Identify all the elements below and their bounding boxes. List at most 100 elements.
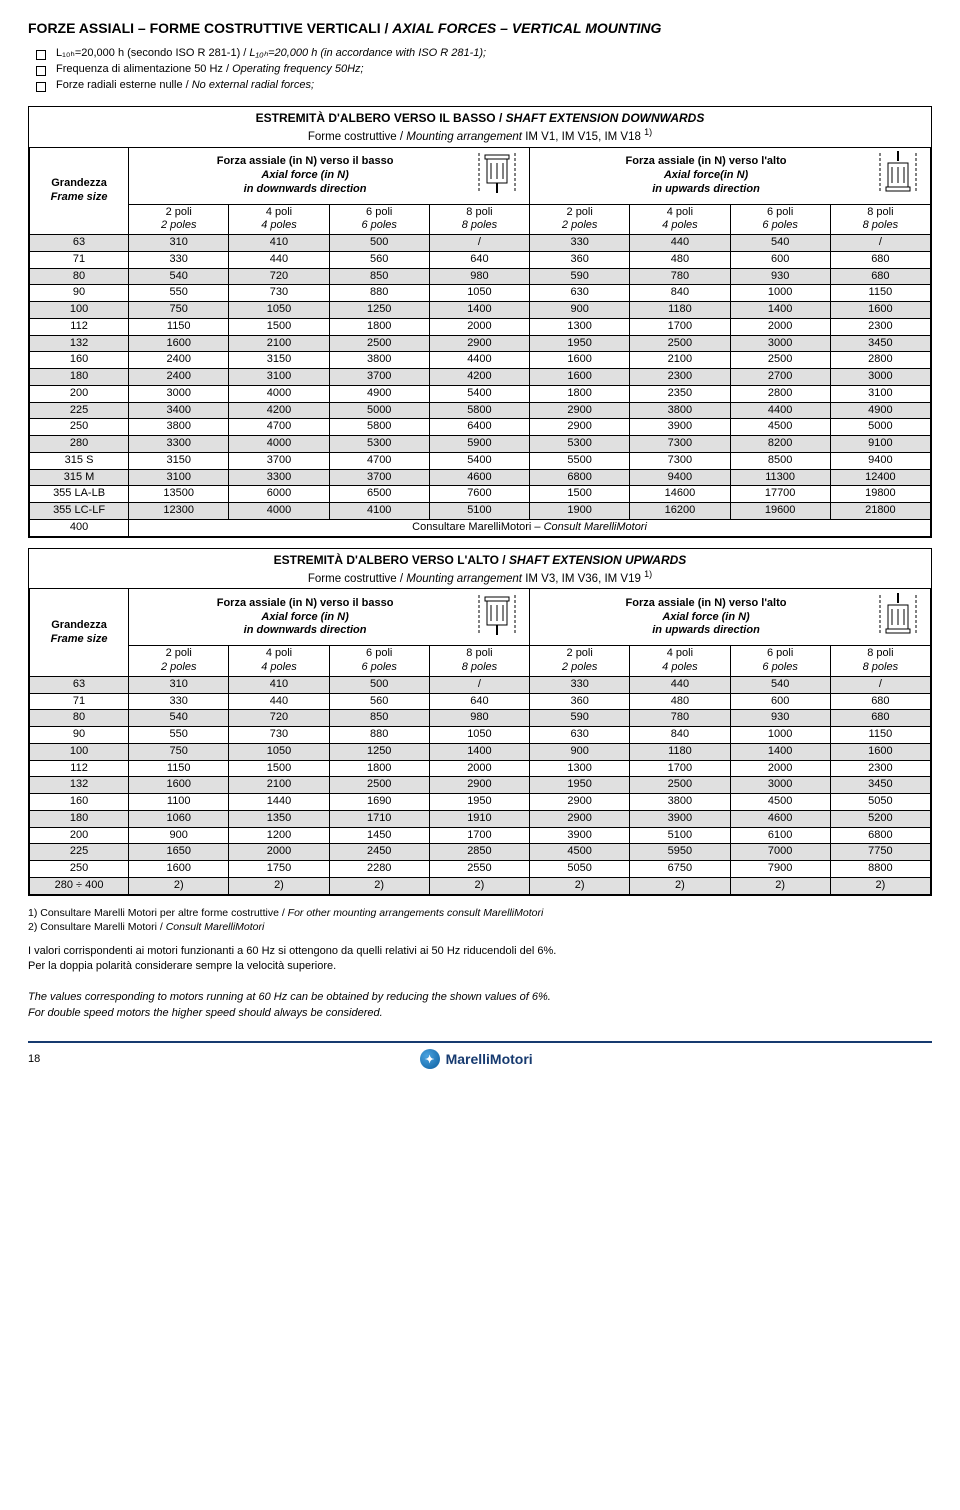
value-cell: 4600 (730, 810, 830, 827)
value-cell: 2900 (530, 810, 630, 827)
value-cell: 7900 (730, 861, 830, 878)
value-cell: 4700 (329, 452, 429, 469)
value-cell: 7750 (830, 844, 930, 861)
value-cell: 5900 (429, 436, 529, 453)
value-cell: 2900 (530, 794, 630, 811)
table-row: 28033004000530059005300730082009100 (30, 436, 931, 453)
value-cell: 12400 (830, 469, 930, 486)
value-cell: 1600 (129, 335, 229, 352)
value-cell: 1910 (429, 810, 529, 827)
value-cell: 7600 (429, 486, 529, 503)
value-cell: 680 (830, 710, 930, 727)
value-cell: 2700 (730, 369, 830, 386)
frame-size-cell: 180 (30, 369, 129, 386)
frame-size-label-it: Grandezza (32, 177, 126, 191)
value-cell: 550 (129, 727, 229, 744)
value-cell: 3150 (129, 452, 229, 469)
value-cell: 2100 (229, 335, 329, 352)
table-row: 18024003100370042001600230027003000 (30, 369, 931, 386)
pole-header: 4 poli4 poles (229, 204, 329, 235)
value-cell: 1300 (530, 318, 630, 335)
value-cell: 1800 (530, 385, 630, 402)
value-cell: 6800 (530, 469, 630, 486)
value-cell: 540 (129, 710, 229, 727)
section2-sub: Forme costruttive / Mounting arrangement… (29, 567, 931, 589)
value-cell: 930 (730, 710, 830, 727)
value-cell: 1690 (329, 794, 429, 811)
frame-size-cell: 90 (30, 285, 129, 302)
page-footer: 18 ✦ MarelliMotori (28, 1041, 932, 1069)
value-cell: 5200 (830, 810, 930, 827)
value-cell: 2800 (730, 385, 830, 402)
value-cell: 2900 (429, 777, 529, 794)
value-cell: 2350 (630, 385, 730, 402)
value-cell: 7000 (730, 844, 830, 861)
section2-sub-after: IM V3, IM V36, IM V19 (522, 572, 644, 584)
value-cell: 1400 (429, 743, 529, 760)
value-cell: 3100 (129, 469, 229, 486)
value-cell: 1150 (129, 318, 229, 335)
value-cell: 2900 (530, 419, 630, 436)
value-cell: 1400 (429, 302, 529, 319)
force-down-header: Forza assiale (in N) verso il bassoAxial… (129, 147, 530, 204)
value-cell: 560 (329, 693, 429, 710)
value-cell: 2900 (530, 402, 630, 419)
consult-cell: Consultare MarelliMotori – Consult Marel… (129, 519, 931, 536)
value-cell: 2850 (429, 844, 529, 861)
body-notes: I valori corrispondenti ai motori funzio… (28, 944, 932, 1021)
pole-header: 8 poli8 poles (429, 646, 529, 677)
value-cell: 2000 (429, 760, 529, 777)
table-row: 280 ÷ 4002)2)2)2)2)2)2)2) (30, 877, 931, 894)
value-cell: 480 (630, 693, 730, 710)
pole-header: 4 poli4 poles (229, 646, 329, 677)
value-cell: 3100 (830, 385, 930, 402)
pole-header: 2 poli2 poles (530, 646, 630, 677)
value-cell: 1800 (329, 318, 429, 335)
value-cell: 3800 (329, 352, 429, 369)
value-cell: 720 (229, 268, 329, 285)
section2-header-it: ESTREMITÀ D'ALBERO VERSO L'ALTO / (274, 553, 509, 567)
section1-header-it: ESTREMITÀ D'ALBERO VERSO IL BASSO / (256, 111, 506, 125)
value-cell: 550 (129, 285, 229, 302)
section1-sub: Forme costruttive / Mounting arrangement… (29, 125, 931, 147)
value-cell: 4200 (229, 402, 329, 419)
value-cell: / (830, 235, 930, 252)
value-cell: 630 (530, 285, 630, 302)
frame-size-cell: 315 M (30, 469, 129, 486)
value-cell: 2000 (730, 318, 830, 335)
value-cell: 8200 (730, 436, 830, 453)
value-cell: 3000 (830, 369, 930, 386)
section1-header-en: SHAFT EXTENSION DOWNWARDS (506, 111, 705, 125)
table-row: 80540720850980590780930680 (30, 268, 931, 285)
table-row: 90550730880105063084010001150 (30, 285, 931, 302)
value-cell: 5050 (830, 794, 930, 811)
motor-shaft-down-icon (473, 593, 521, 642)
value-cell: 600 (730, 693, 830, 710)
frame-size-cell: 160 (30, 794, 129, 811)
section2-sub-en: Mounting arrangement (406, 572, 522, 584)
frame-size-cell: 100 (30, 743, 129, 760)
frame-size-cell: 160 (30, 352, 129, 369)
value-cell: 1600 (530, 369, 630, 386)
value-cell: 6400 (429, 419, 529, 436)
section2-sup: 1) (644, 569, 652, 579)
value-cell: 8500 (730, 452, 830, 469)
pole-header: 6 poli6 poles (730, 646, 830, 677)
value-cell: 6500 (329, 486, 429, 503)
frame-size-cell: 200 (30, 827, 129, 844)
bullet-en: No external radial forces; (192, 79, 314, 91)
value-cell: 6800 (830, 827, 930, 844)
consult-row: 400Consultare MarelliMotori – Consult Ma… (30, 519, 931, 536)
frame-size-cell: 250 (30, 419, 129, 436)
spec-bullet: L₁₀ₕ=20,000 h (secondo ISO R 281-1) / L₁… (28, 46, 932, 62)
value-cell: 2) (730, 877, 830, 894)
value-cell: 5300 (530, 436, 630, 453)
value-cell: 2500 (730, 352, 830, 369)
value-cell: 3800 (129, 419, 229, 436)
value-cell: 1150 (830, 727, 930, 744)
value-cell: / (429, 676, 529, 693)
table-upwards: GrandezzaFrame sizeForza assiale (in N) … (29, 588, 931, 894)
value-cell: 5950 (630, 844, 730, 861)
page-title-en: AXIAL FORCES – VERTICAL MOUNTING (392, 20, 661, 36)
pole-header: 4 poli4 poles (630, 204, 730, 235)
